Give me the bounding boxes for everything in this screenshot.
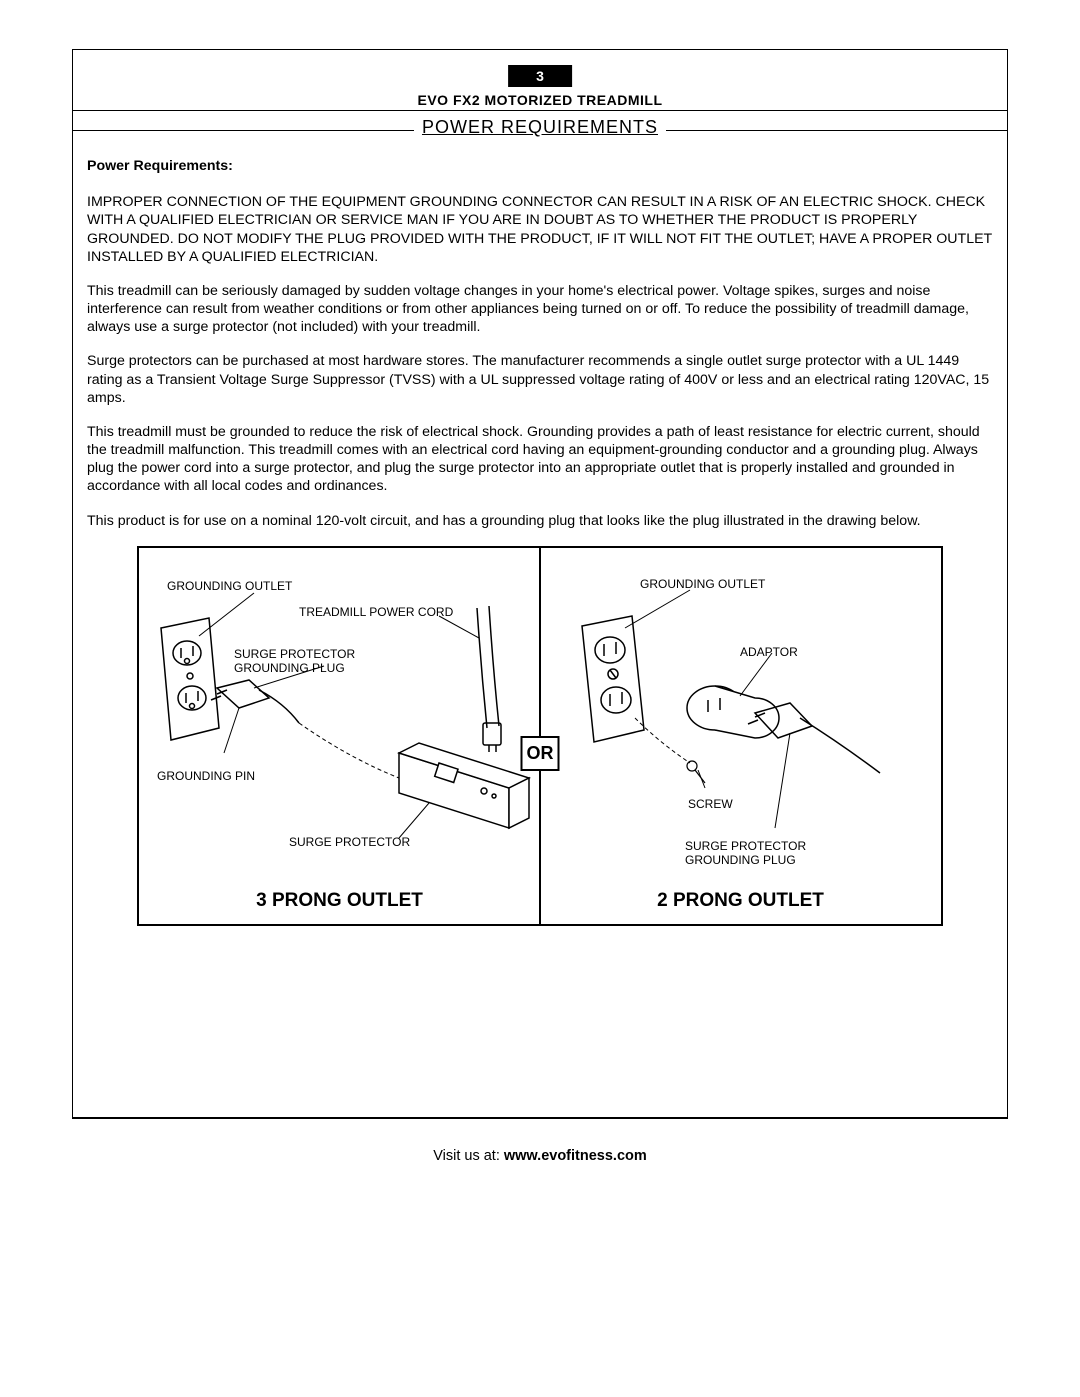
label-treadmill-cord: TREADMILL POWER CORD bbox=[299, 606, 453, 620]
label-screw: SCREW bbox=[688, 798, 733, 812]
label-surge-plug-left: SURGE PROTECTOR GROUNDING PLUG bbox=[234, 648, 355, 676]
page-number-box: 3 bbox=[508, 65, 572, 87]
footer-url: www.evofitness.com bbox=[504, 1148, 647, 1164]
body-text: Power Requirements: IMPROPER CONNECTION … bbox=[73, 131, 1007, 926]
header-divider bbox=[73, 110, 1007, 111]
subhead: Power Requirements: bbox=[87, 157, 993, 175]
label-grounding-pin: GROUNDING PIN bbox=[157, 770, 255, 784]
label-grounding-outlet-left: GROUNDING OUTLET bbox=[167, 580, 292, 594]
content-frame: POWER REQUIREMENTS Power Requirements: I… bbox=[72, 130, 1008, 1118]
or-box: OR bbox=[521, 736, 560, 771]
label-surge-plug-right: SURGE PROTECTOR GROUNDING PLUG bbox=[685, 840, 806, 868]
prong-title-right: 2 PRONG OUTLET bbox=[540, 889, 941, 913]
para-warning: IMPROPER CONNECTION OF THE EQUIPMENT GRO… bbox=[87, 193, 993, 266]
diagram-right: GROUNDING OUTLET ADAPTOR SCREW SURGE PRO… bbox=[540, 548, 941, 924]
para-3: Surge protectors can be purchased at mos… bbox=[87, 352, 993, 407]
label-adaptor: ADAPTOR bbox=[740, 646, 798, 660]
prong-title-left: 3 PRONG OUTLET bbox=[139, 889, 540, 913]
para-5: This product is for use on a nominal 120… bbox=[87, 512, 993, 530]
footer: Visit us at: www.evofitness.com bbox=[0, 1148, 1080, 1164]
diagram-box: OR bbox=[137, 546, 943, 926]
para-4: This treadmill must be grounded to reduc… bbox=[87, 423, 993, 496]
diagram-left: GROUNDING OUTLET TREADMILL POWER CORD SU… bbox=[139, 548, 540, 924]
label-grounding-outlet-right: GROUNDING OUTLET bbox=[640, 578, 765, 592]
label-surge-protector: SURGE PROTECTOR bbox=[289, 836, 410, 850]
product-name: EVO FX2 MOTORIZED TREADMILL bbox=[73, 92, 1007, 108]
diagram-right-svg bbox=[540, 548, 958, 888]
section-title: POWER REQUIREMENTS bbox=[73, 117, 1007, 138]
para-2: This treadmill can be seriously damaged … bbox=[87, 282, 993, 337]
section-title-text: POWER REQUIREMENTS bbox=[414, 117, 666, 137]
footer-prefix: Visit us at: bbox=[433, 1148, 504, 1164]
